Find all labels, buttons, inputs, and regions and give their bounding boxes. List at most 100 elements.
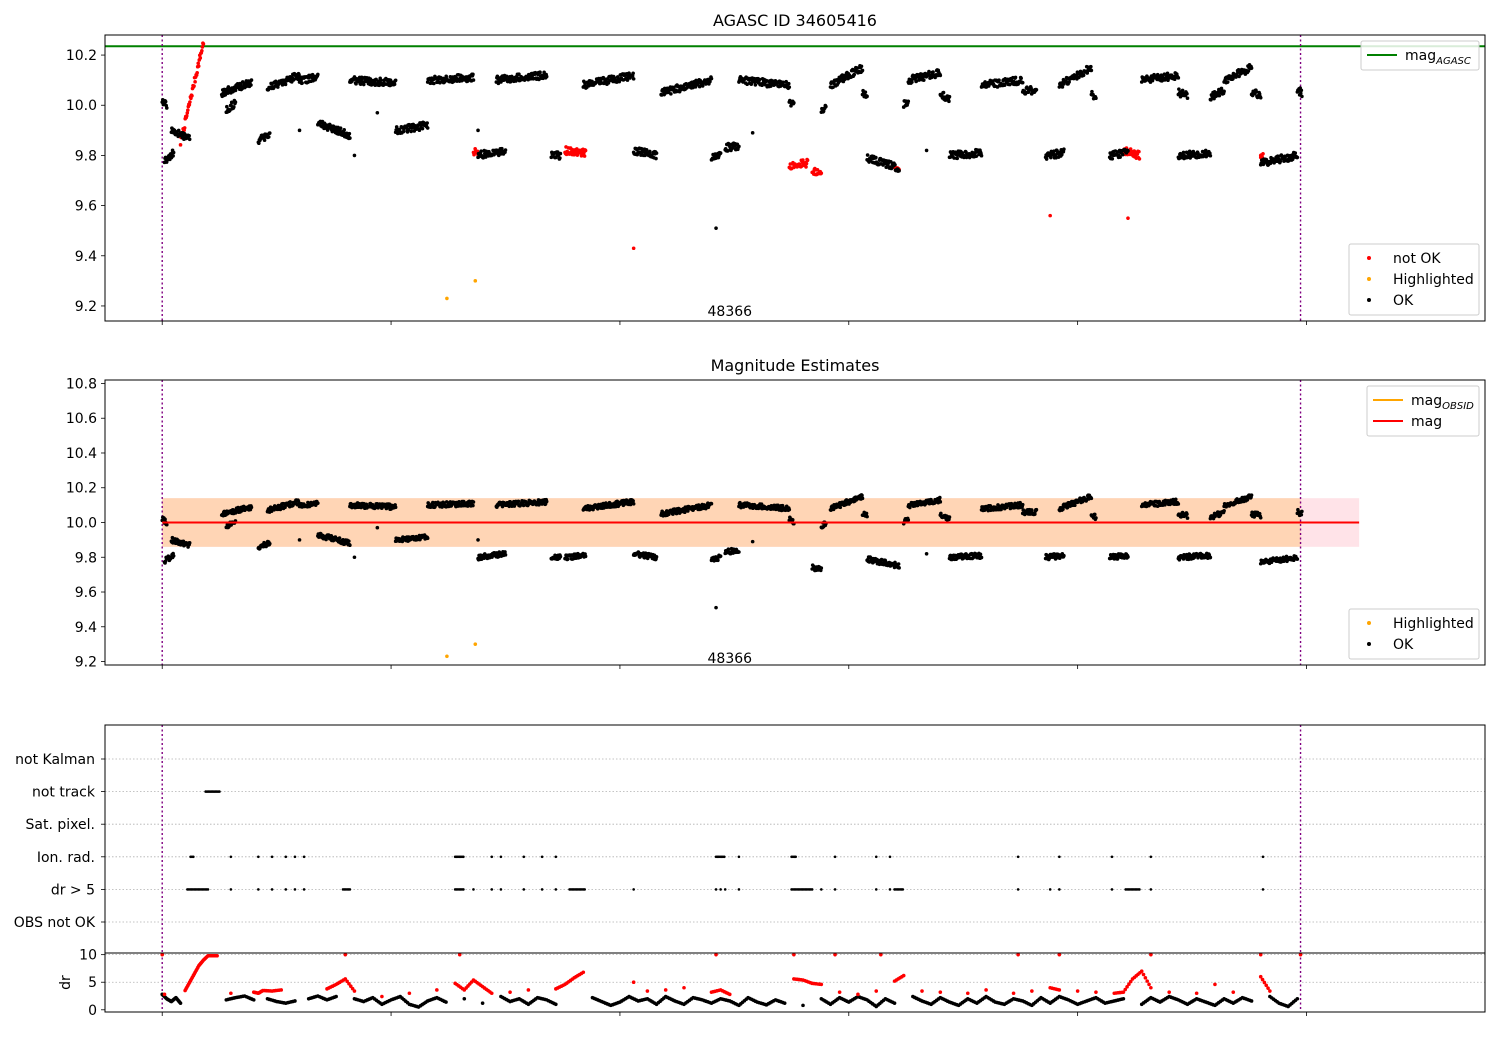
agasc-data-point <box>198 56 203 60</box>
agasc-data-point <box>374 77 378 82</box>
magest-data-point <box>267 541 272 546</box>
agasc-data-point <box>1013 75 1018 80</box>
agasc-data-point <box>838 79 843 83</box>
agasc-data-point <box>1049 155 1053 160</box>
agasc-data-point <box>941 90 946 95</box>
agasc-data-point <box>631 246 636 251</box>
agasc-series <box>160 41 1304 301</box>
agasc-data-point <box>924 148 929 153</box>
agasc-legend-marker <box>1367 277 1371 281</box>
agasc-data-point <box>855 66 860 70</box>
magest-data-point <box>375 525 380 530</box>
flags-marker <box>722 855 726 859</box>
magest-data-point <box>471 500 476 504</box>
agasc-data-point <box>863 90 868 94</box>
flags-marker <box>820 888 823 891</box>
agasc-data-point <box>805 158 810 163</box>
magest-data-point <box>471 503 475 508</box>
agasc-data-point <box>1300 94 1304 99</box>
agasc-data-point <box>283 82 288 87</box>
agasc-data-point <box>612 76 617 80</box>
magest-data-point <box>938 500 943 504</box>
flags-marker <box>499 888 503 891</box>
flags-marker <box>554 855 558 859</box>
agasc-data-point <box>352 153 357 158</box>
magest-data-point <box>709 501 714 506</box>
agasc-data-point <box>1089 68 1094 73</box>
agasc-data-point <box>913 75 918 80</box>
agasc-data-point <box>299 78 303 82</box>
dr-data-point <box>892 1001 897 1005</box>
agasc-ytick-label: 9.8 <box>75 148 97 164</box>
flags-marker <box>192 855 195 859</box>
magest-data-point <box>924 551 929 556</box>
agasc-data-point <box>700 84 705 88</box>
agasc-data-point <box>316 72 320 77</box>
agasc-data-point <box>874 155 878 160</box>
magest-ytick-label: 9.2 <box>75 655 97 671</box>
agasc-data-point <box>784 79 788 84</box>
agasc-data-point <box>1264 157 1269 162</box>
magest-data-point <box>897 566 901 570</box>
magest-data-point <box>1208 555 1213 560</box>
agasc-data-point <box>225 104 229 109</box>
agasc-data-point <box>517 72 521 76</box>
magest-data-point <box>838 505 843 510</box>
magest-data-point <box>187 541 192 545</box>
agasc-data-point <box>1191 149 1196 154</box>
agasc-data-point <box>544 74 549 79</box>
agasc-data-point <box>897 168 901 173</box>
agasc-data-point <box>906 99 911 104</box>
agasc-data-point <box>558 156 562 160</box>
magest-legend-marker <box>1367 642 1371 646</box>
dr-ytick-label: 0 <box>88 1003 97 1019</box>
agasc-data-point <box>1089 64 1093 69</box>
magest-legend-label: Highlighted <box>1393 616 1474 632</box>
agasc-data-point <box>781 80 785 85</box>
agasc-data-point <box>952 156 956 160</box>
agasc-data-point <box>503 148 508 152</box>
magest-ytick-label: 10.2 <box>66 481 97 497</box>
agasc-data-point <box>718 151 723 155</box>
magest-data-point <box>316 501 320 505</box>
flags-marker <box>1110 855 1114 859</box>
agasc-data-point <box>432 81 436 86</box>
agasc-data-point <box>196 64 201 68</box>
agasc-data-point <box>358 82 363 86</box>
agasc-data-point <box>163 99 168 104</box>
agasc-legend-label: Highlighted <box>1393 272 1474 288</box>
magest-data-point <box>1126 555 1130 559</box>
agasc-data-point <box>631 71 635 76</box>
agasc-data-point <box>509 74 514 79</box>
agasc-data-point <box>233 100 238 104</box>
agasc-data-point <box>824 104 828 109</box>
magest-data-point <box>896 562 901 566</box>
agasc-legend-box <box>1348 243 1480 316</box>
agasc-ytick-label: 9.2 <box>75 299 97 315</box>
flags-marker <box>714 888 718 891</box>
agasc-data-point <box>787 85 792 89</box>
agasc-data-point <box>625 78 630 82</box>
agasc-data-point <box>843 77 847 82</box>
agasc-data-point <box>1110 156 1115 161</box>
agasc-data-point <box>1295 155 1300 160</box>
agasc-data-point <box>1094 96 1098 101</box>
legend-label-text: Highlighted <box>1393 272 1474 288</box>
flags-marker <box>462 888 465 891</box>
agasc-data-point <box>192 84 196 88</box>
agasc-data-point <box>974 154 979 158</box>
agasc-data-point <box>1293 151 1298 155</box>
flags-marker <box>833 855 837 859</box>
agasc-series-ok <box>160 63 1304 230</box>
magest-data-point <box>978 552 983 557</box>
magest-data-point <box>565 557 570 562</box>
magest-ytick-label: 10.8 <box>66 376 97 392</box>
magest-data-point <box>1185 516 1190 520</box>
magest-data-point <box>654 555 659 559</box>
magest-data-point <box>1173 497 1178 502</box>
dr-axis-label: dr <box>58 975 74 990</box>
agasc-data-point <box>401 129 406 134</box>
agasc-data-point <box>753 83 758 87</box>
flags-marker <box>206 888 210 891</box>
